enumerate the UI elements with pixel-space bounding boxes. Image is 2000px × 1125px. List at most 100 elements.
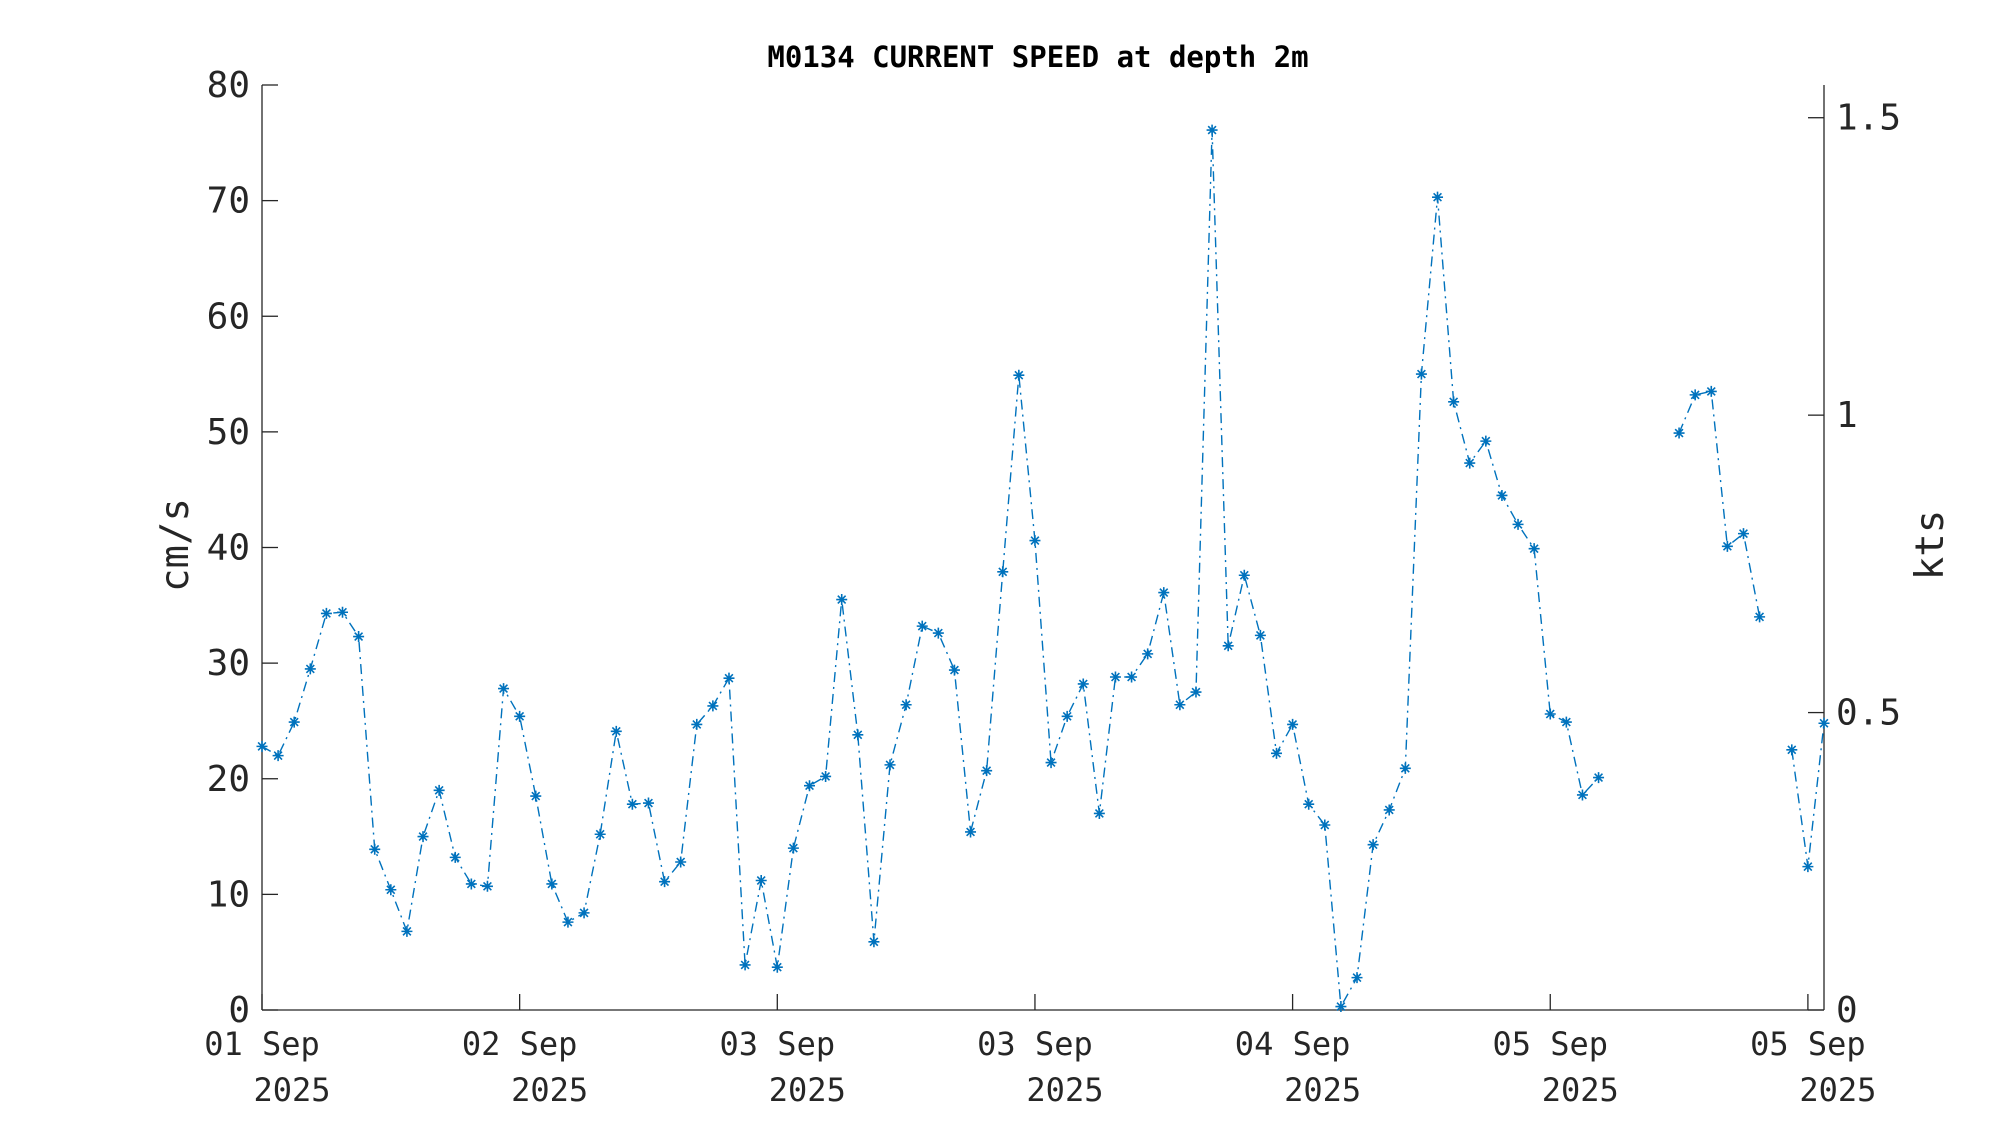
data-point — [1351, 972, 1363, 984]
data-point — [385, 884, 397, 896]
data-point — [836, 594, 848, 606]
data-point — [1190, 686, 1202, 698]
data-point — [1432, 191, 1444, 203]
data-point — [1319, 819, 1331, 831]
data-point — [1383, 804, 1395, 816]
data-point — [1287, 718, 1299, 730]
data-point — [1029, 535, 1041, 547]
y-tick-label: 80 — [207, 65, 250, 106]
data-point — [1270, 747, 1282, 759]
x-axis-ticks: 01 Sep 2025 02 Sep 2025 03 Sep 2025 03 Sep 2025… — [204, 994, 1876, 1109]
data-point — [948, 664, 960, 676]
data-point — [820, 770, 832, 782]
data-point — [1512, 518, 1524, 530]
data-point — [1399, 762, 1411, 774]
data-point — [1013, 369, 1025, 381]
data-point — [1786, 744, 1798, 756]
data-point — [610, 725, 622, 737]
x-tick-year-label: 2025 — [1542, 1071, 1619, 1109]
data-point — [852, 729, 864, 741]
y-tick-label: 60 — [207, 296, 250, 337]
series-lines — [261, 130, 1825, 1009]
data-point — [320, 607, 332, 619]
data-point — [900, 699, 912, 711]
data-point — [481, 880, 493, 892]
series-line-segment — [261, 130, 1600, 1009]
x-tick-label: 05 Sep — [1492, 1025, 1608, 1063]
data-point — [1448, 396, 1460, 408]
data-point — [965, 826, 977, 838]
data-point — [1093, 807, 1105, 819]
x-tick-label: 02 Sep — [462, 1025, 578, 1063]
data-point — [1415, 368, 1427, 380]
chart-title: M0134 CURRENT SPEED at depth 2m — [767, 40, 1308, 74]
data-point — [997, 566, 1009, 578]
data-point — [1158, 587, 1170, 599]
data-point — [1335, 1001, 1347, 1013]
data-point — [1061, 710, 1073, 722]
data-point — [1818, 717, 1830, 729]
data-point — [272, 750, 284, 762]
data-point — [256, 740, 268, 752]
data-point — [932, 627, 944, 639]
data-point — [498, 683, 510, 695]
series-line-segment — [1791, 723, 1825, 867]
data-point — [675, 856, 687, 868]
data-point — [1126, 671, 1138, 683]
x-tick-year-label: 2025 — [1284, 1071, 1361, 1109]
y-tick-label: 0 — [228, 990, 250, 1031]
data-point — [771, 961, 783, 973]
x-tick-label: 05 Sep — [1750, 1025, 1866, 1063]
data-point — [642, 797, 654, 809]
data-point — [353, 631, 365, 643]
y-tick-label: 40 — [207, 528, 250, 569]
data-point — [707, 700, 719, 712]
data-point — [1754, 611, 1766, 623]
data-point — [916, 620, 928, 632]
data-point — [1303, 798, 1315, 810]
data-point — [578, 907, 590, 919]
data-point — [530, 790, 542, 802]
data-point — [1367, 839, 1379, 851]
data-point — [739, 959, 751, 971]
data-point — [417, 831, 429, 843]
x-tick-label: 01 Sep — [204, 1025, 320, 1063]
data-point — [1206, 124, 1218, 136]
y-tick-label: 50 — [207, 412, 250, 453]
data-point — [1576, 789, 1588, 801]
y2-axis-ticks: 0 0.5 1 1.5 — [1808, 98, 1901, 1031]
y-axis-label: cm/s — [153, 498, 198, 592]
data-point — [1254, 629, 1266, 641]
data-point — [1238, 569, 1250, 581]
data-point — [401, 925, 413, 937]
data-point — [288, 716, 300, 728]
data-point — [1560, 716, 1572, 728]
y2-axis-label: kts — [1908, 510, 1953, 580]
data-point — [1593, 772, 1605, 784]
y2-tick-label: 0.5 — [1836, 693, 1901, 734]
data-point — [981, 765, 993, 777]
data-point — [1544, 708, 1556, 720]
series-markers — [256, 124, 1830, 1013]
y2-tick-label: 0 — [1836, 990, 1858, 1031]
data-point — [1142, 648, 1154, 660]
data-point — [1222, 640, 1234, 652]
x-tick-label: 03 Sep — [977, 1025, 1093, 1063]
data-point — [884, 759, 896, 771]
y-tick-label: 10 — [207, 874, 250, 915]
data-point — [1528, 543, 1540, 555]
data-point — [1689, 389, 1701, 401]
data-point — [1802, 861, 1814, 873]
data-point — [691, 718, 703, 730]
axes — [261, 85, 1825, 1011]
data-point — [1721, 540, 1733, 552]
data-point — [369, 843, 381, 855]
data-point — [1045, 757, 1057, 769]
x-tick-year-label: 2025 — [1799, 1071, 1876, 1109]
y2-tick-label: 1.5 — [1836, 98, 1901, 139]
x-tick-year-label: 2025 — [511, 1071, 588, 1109]
data-point — [1673, 427, 1685, 439]
data-point — [626, 798, 638, 810]
y-axis-ticks: 0 10 20 30 40 50 60 70 80 — [207, 65, 278, 1031]
